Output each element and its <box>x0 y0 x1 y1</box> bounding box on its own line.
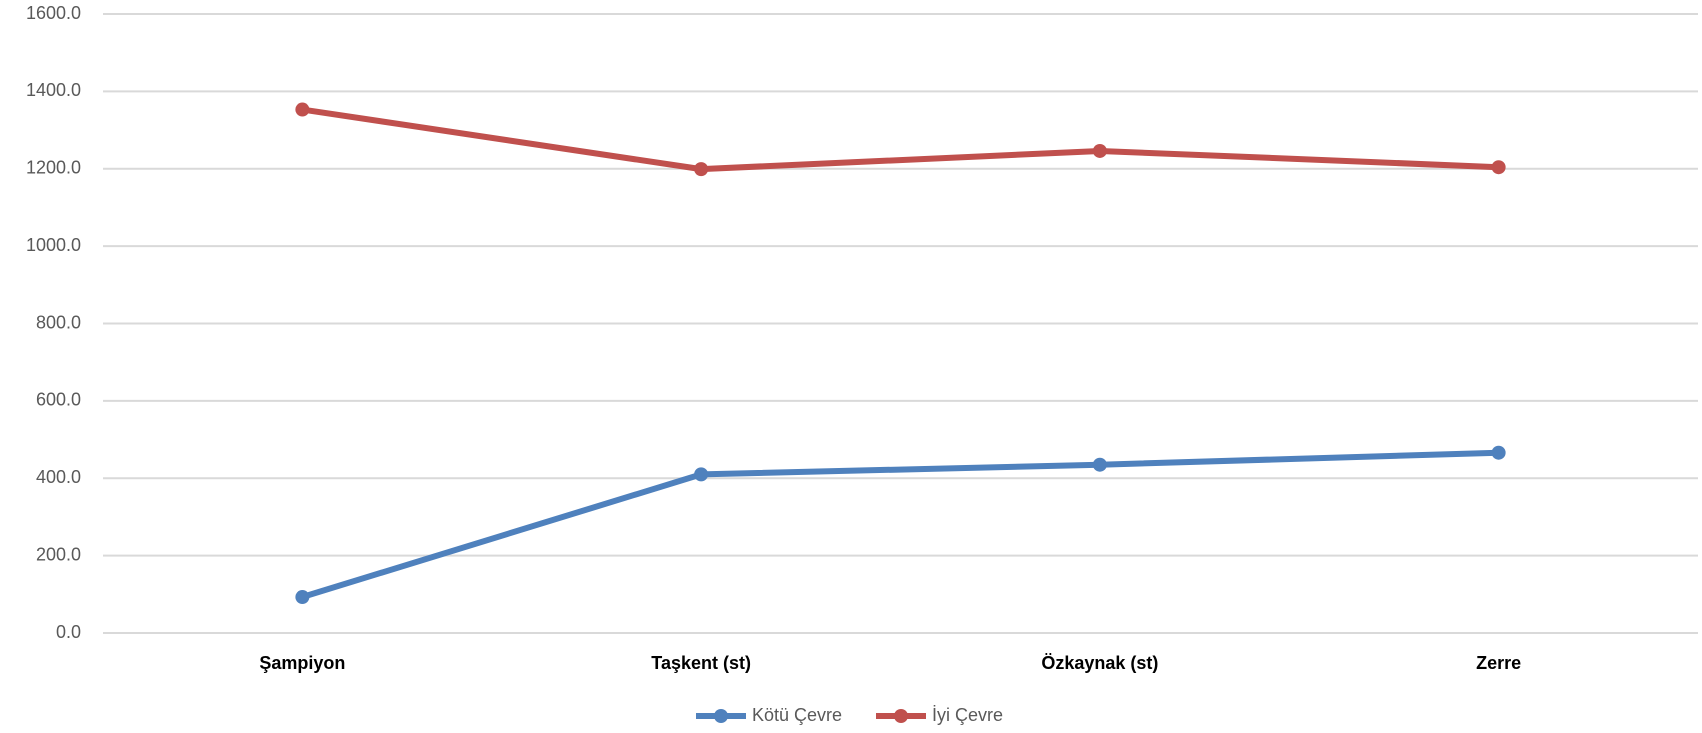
y-tick-label: 600.0 <box>36 390 81 410</box>
x-tick-label: Taşkent (st) <box>651 653 751 673</box>
y-tick-label: 1600.0 <box>26 3 81 23</box>
legend-marker <box>714 709 728 723</box>
point <box>295 102 310 117</box>
point <box>1491 445 1506 460</box>
x-tick-label: Şampiyon <box>259 653 345 673</box>
y-tick-label: 1400.0 <box>26 80 81 100</box>
y-tick-label: 0.0 <box>56 622 81 642</box>
point <box>1092 457 1107 472</box>
legend-label: İyi Çevre <box>932 705 1003 725</box>
point <box>295 590 310 605</box>
series-line <box>301 449 1499 600</box>
y-tick-label: 400.0 <box>36 467 81 487</box>
x-tick-label: Özkaynak (st) <box>1041 653 1158 673</box>
series-line <box>301 106 1499 173</box>
legend-marker <box>894 709 908 723</box>
y-tick-label: 1200.0 <box>26 158 81 178</box>
point <box>1092 143 1107 158</box>
point <box>694 162 709 177</box>
point <box>1491 160 1506 175</box>
y-tick-label: 1000.0 <box>26 235 81 255</box>
y-tick-label: 200.0 <box>36 544 81 564</box>
x-tick-label: Zerre <box>1476 653 1521 673</box>
y-tick-label: 800.0 <box>36 312 81 332</box>
point <box>694 467 709 482</box>
legend-label: Kötü Çevre <box>752 705 842 725</box>
